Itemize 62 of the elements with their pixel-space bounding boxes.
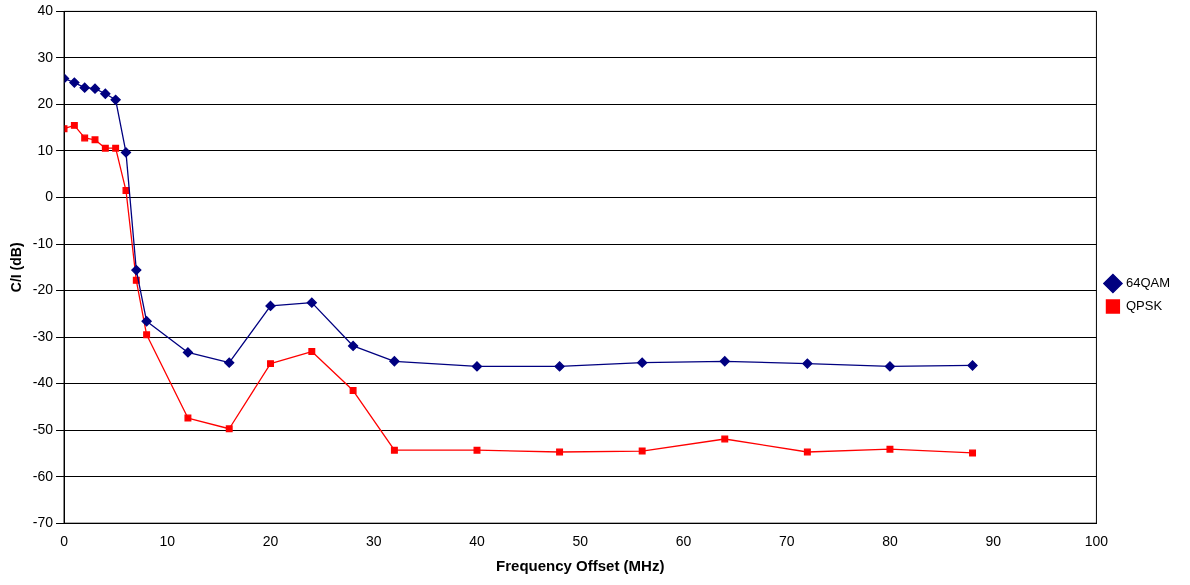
point [719,356,730,367]
y-tick-label: 0 [45,188,54,205]
y-tick-label: 40 [37,2,54,19]
point [81,134,89,142]
point [967,360,978,371]
point [306,297,317,308]
point [884,361,896,372]
x-tick-label: 20 [262,533,279,550]
point [143,331,151,339]
x-tick-label: 10 [159,533,176,550]
point [120,147,132,158]
x-tick-label: 100 [1084,533,1109,550]
point [101,144,109,152]
point [265,300,276,312]
point [554,361,565,372]
y-tick-label: -50 [32,421,54,437]
point [79,82,90,93]
point [347,340,359,352]
x-tick-label: 60 [675,533,692,550]
x-axis-title: Frequency Offset (MHz) [496,557,665,575]
y-tick-label: -20 [32,281,54,298]
point [224,357,235,368]
point [349,387,357,395]
x-tick-label: 40 [469,533,485,550]
y-axis-title: C/I (dB) [8,242,25,293]
point [184,414,192,422]
y-tick-label: -10 [32,234,54,251]
point [390,446,398,454]
y-tick-label: 10 [37,141,54,158]
y-tick-label: 20 [37,95,54,112]
point [182,347,194,358]
x-tick-label: 90 [985,533,1002,550]
point [267,360,274,368]
point [225,425,233,433]
x-tick-label: 0 [60,533,69,550]
point [389,356,400,367]
legend-label: 64QAM [1125,275,1171,291]
x-tick-label: 80 [882,533,898,550]
y-tick-label: -70 [32,514,54,531]
point [69,77,80,88]
y-tick-label: -60 [32,467,54,484]
point [969,449,977,457]
legend-label: QPSK [1125,298,1163,314]
y-tick-label: 30 [37,48,54,65]
point [100,88,111,99]
point [637,357,648,368]
point [638,447,646,455]
y-tick-label: -40 [32,374,54,391]
point [131,264,142,276]
point [886,445,894,453]
y-tick-label: -30 [32,327,54,344]
x-tick-label: 70 [778,533,795,550]
x-tick-label: 30 [365,533,382,550]
point [112,144,120,152]
x-tick-label: 50 [572,533,589,550]
point [70,121,78,129]
point [110,94,121,105]
point [141,316,152,327]
point [802,358,813,369]
point [89,83,101,94]
point [308,348,316,355]
point [471,361,483,372]
